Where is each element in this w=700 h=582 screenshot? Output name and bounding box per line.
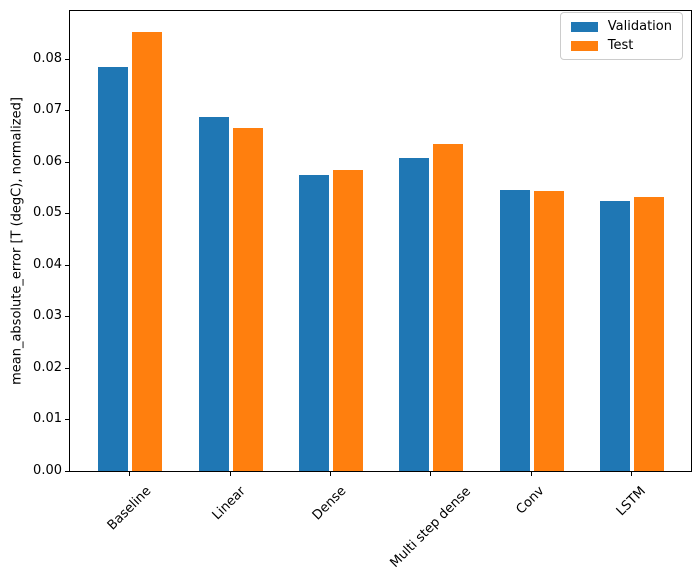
legend-swatch-validation (570, 21, 598, 32)
y-tick-mark (65, 162, 69, 163)
x-tick-label-conv: Conv (513, 483, 548, 518)
y-tick-label: 0.04 (33, 257, 62, 272)
x-tick-mark (129, 472, 130, 476)
y-tick-label: 0.02 (33, 360, 62, 375)
x-tick-mark (330, 472, 331, 476)
y-tick-label: 0.01 (33, 411, 62, 426)
y-tick-mark (65, 213, 69, 214)
legend-item-test: Test (570, 38, 672, 53)
x-tick-label-linear: Linear (209, 483, 249, 524)
bar-validation-multi-step-dense (399, 158, 430, 471)
y-tick-mark (65, 59, 69, 60)
bar-test-multi-step-dense (433, 144, 464, 471)
bar-validation-dense (299, 175, 329, 471)
legend-label-test: Test (607, 38, 634, 53)
y-tick-mark (65, 110, 69, 111)
x-tick-mark (230, 472, 231, 476)
y-tick-mark (65, 471, 69, 472)
bar-test-linear (232, 128, 263, 471)
plot-area: Validation Test (69, 10, 692, 472)
y-tick-label: 0.05 (33, 205, 62, 220)
y-axis-title-text: mean_absolute_error [T (degC), normalize… (9, 97, 25, 385)
y-tick-mark (65, 265, 69, 266)
y-tick-label: 0.08 (33, 51, 62, 66)
x-tick-label-dense: Dense (309, 483, 350, 524)
x-tick-mark (430, 472, 431, 476)
bar-test-dense (333, 170, 363, 471)
legend-item-validation: Validation (570, 19, 672, 34)
y-tick-mark (65, 419, 69, 420)
bar-test-conv (533, 191, 564, 471)
y-tick-mark (65, 316, 69, 317)
legend: Validation Test (559, 12, 683, 60)
bar-test-lstm (633, 197, 664, 471)
y-tick-mark (65, 368, 69, 369)
y-tick-label: 0.07 (33, 102, 62, 117)
x-tick-mark (531, 472, 532, 476)
y-tick-label: 0.06 (33, 154, 62, 169)
y-tick-label: 0.03 (33, 308, 62, 323)
x-tick-label-lstm: LSTM (613, 483, 649, 520)
legend-swatch-test (570, 40, 598, 51)
bar-validation-lstm (599, 201, 630, 471)
bar-validation-baseline (98, 67, 129, 471)
x-tick-mark (631, 472, 632, 476)
x-tick-label-multi-step-dense: Multi step dense (387, 484, 474, 571)
bar-validation-conv (499, 190, 530, 471)
legend-label-validation: Validation (607, 19, 672, 34)
bar-validation-linear (198, 117, 229, 471)
y-tick-label: 0.00 (33, 463, 62, 478)
x-tick-label-baseline: Baseline (104, 483, 155, 534)
bar-test-baseline (132, 32, 163, 471)
